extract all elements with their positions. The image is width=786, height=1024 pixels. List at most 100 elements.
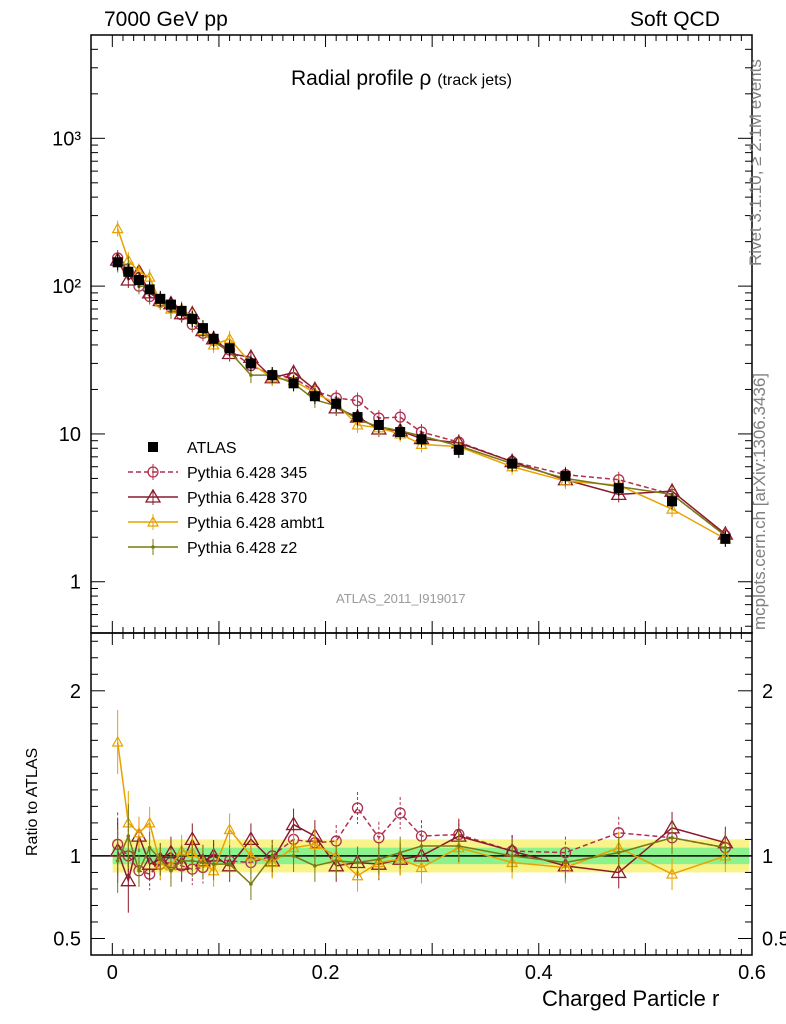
data-point <box>112 257 123 268</box>
y-tick-label: 10² <box>52 276 81 298</box>
data-point <box>309 391 320 402</box>
data-point <box>123 266 134 277</box>
ratio-point <box>351 869 364 881</box>
data-point <box>394 411 406 423</box>
ratio-point <box>190 859 195 863</box>
x-tick-label: 0.4 <box>525 962 553 984</box>
chart-title-symbol: ρ <box>419 67 432 90</box>
ratio-y-tick-label: 0.5 <box>53 928 81 950</box>
legend-label: Pythia 6.428 ambt1 <box>187 515 325 532</box>
data-point <box>245 358 256 369</box>
data-point <box>208 333 219 344</box>
legend-entry: Pythia 6.428 ambt1 <box>128 514 325 532</box>
ratio-point <box>670 835 674 840</box>
ratio-point <box>169 868 173 873</box>
ratio-point <box>398 850 402 855</box>
ratio-point <box>723 845 728 850</box>
chart-title: Radial profile ρ (track jets) <box>291 67 512 91</box>
ratio-point <box>457 844 461 848</box>
ratio-point <box>415 861 428 873</box>
ratio-y-tick-label: 2 <box>70 681 81 703</box>
data-point <box>610 486 627 501</box>
rivet-version-label: Rivet 3.1.10, ≥ 2.1M events <box>746 59 765 266</box>
ratio-point <box>244 849 257 861</box>
legend-label: ATLAS <box>187 440 237 457</box>
watermark-label: ATLAS_2011_I919017 <box>336 591 466 606</box>
data-point <box>197 323 208 334</box>
ratio-series-pythia-6-428-z2 <box>115 804 728 900</box>
data-point <box>133 275 144 286</box>
legend-entry: Pythia 6.428 z2 <box>128 539 297 557</box>
y-tick-label: 10 <box>59 424 81 446</box>
ratio-panel-frame <box>90 632 753 956</box>
data-point <box>667 496 678 507</box>
data-point <box>351 394 364 407</box>
data-point <box>288 378 299 389</box>
x-axis-title: Charged Particle r <box>542 986 720 1011</box>
chart-title-sub: (track jets) <box>437 72 512 89</box>
tick-labels: 1 10 10² 10³ 0 0.2 0.4 0.6 0.5 0.5 1 1 2 2 <box>52 128 786 984</box>
data-point <box>453 444 464 455</box>
mcplots-reference-label: mcplots.cern.ch [arXiv:1306.3436] <box>750 372 769 630</box>
ratio-point <box>249 882 253 886</box>
ratio-point <box>373 832 385 844</box>
ratio-point <box>111 735 124 747</box>
ratio-point <box>355 860 360 865</box>
ratio-point <box>313 864 317 868</box>
ratio-point <box>377 857 381 862</box>
data-point <box>249 373 253 377</box>
ratio-point <box>334 859 339 863</box>
ratio-point <box>143 816 156 828</box>
data-point <box>373 419 384 430</box>
header-right-label: Soft QCD <box>630 8 720 31</box>
x-tick-label: 0.6 <box>738 962 766 984</box>
data-point <box>176 305 187 316</box>
ratio-y-axis-title: Ratio to ATLAS <box>24 747 41 856</box>
ratio-point <box>510 854 514 858</box>
legend-entry: Pythia 6.428 370 <box>128 488 307 507</box>
ratio-point <box>419 844 424 848</box>
ratio-point <box>201 860 205 865</box>
y-tick-label: 10³ <box>52 128 81 150</box>
ratio-point <box>308 838 321 849</box>
y-tick-label: 1 <box>70 572 81 594</box>
x-tick-label: 0 <box>107 962 118 984</box>
data-point <box>224 343 235 354</box>
ratio-point <box>666 867 679 879</box>
legend-marker <box>151 545 155 549</box>
ratio-point <box>132 826 145 838</box>
data-point <box>187 313 198 324</box>
data-point <box>331 398 342 409</box>
data-point <box>395 427 406 438</box>
ratio-point <box>115 859 120 863</box>
legend-label: Pythia 6.428 345 <box>187 465 307 482</box>
data-point <box>111 222 124 234</box>
ratio-point <box>211 862 216 866</box>
chart-title-main: Radial profile <box>291 67 414 90</box>
ratio-point <box>158 857 163 862</box>
data-point <box>352 412 363 423</box>
legend-marker <box>146 515 160 527</box>
data-point <box>144 284 155 295</box>
legend: ATLAS Pythia 6.428 345 Pythia 6.428 370 Pyt… <box>128 440 325 557</box>
data-point <box>720 533 731 544</box>
ratio-point <box>394 807 406 819</box>
ratio-point <box>351 802 364 814</box>
ratio-y-tick-label: 1 <box>70 846 81 868</box>
legend-entry: Pythia 6.428 345 <box>128 464 307 482</box>
axes-frames <box>90 34 753 956</box>
ratio-y-tick-label-right: 2 <box>762 681 773 703</box>
data-point <box>416 434 427 445</box>
main-series-atlas <box>112 254 731 547</box>
legend-marker <box>147 466 159 478</box>
ratio-point <box>141 855 158 870</box>
ratio-point <box>610 864 627 879</box>
header-left-label: 7000 GeV pp <box>104 8 228 31</box>
ratio-point <box>270 854 275 858</box>
data-point <box>560 470 571 481</box>
legend-marker <box>148 442 158 452</box>
legend-label: Pythia 6.428 370 <box>187 490 307 507</box>
x-tick-label: 0.2 <box>312 962 340 984</box>
ratio-line <box>116 833 726 886</box>
